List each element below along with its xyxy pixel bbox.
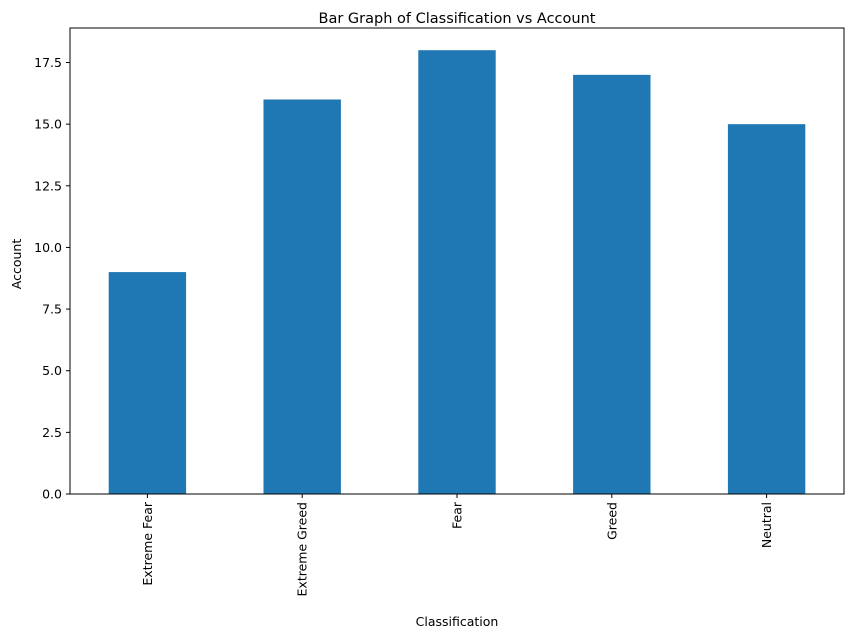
- y-tick-label: 5.0: [42, 363, 62, 378]
- bar-extreme-greed: [263, 99, 341, 494]
- y-tick-label: 10.0: [34, 240, 62, 255]
- y-tick-label: 2.5: [42, 425, 62, 440]
- y-axis: 0.0 2.5 5.0 7.5 10.0 12.5 15.0 17.5: [34, 55, 70, 502]
- chart-title: Bar Graph of Classification vs Account: [319, 11, 596, 27]
- bar-greed: [573, 74, 651, 494]
- y-tick-label: 17.5: [34, 55, 62, 70]
- x-tick-label: Extreme Fear: [140, 501, 155, 585]
- x-tick-label: Neutral: [759, 502, 774, 548]
- y-tick-label: 15.0: [34, 117, 62, 132]
- y-axis-label: Account: [9, 239, 24, 290]
- y-tick-label: 12.5: [34, 178, 62, 193]
- bar-neutral: [727, 124, 806, 495]
- bar-extreme-fear: [108, 272, 187, 494]
- x-axis-label: Classification: [416, 614, 499, 629]
- x-axis: Extreme Fear Extreme Greed Fear Greed Neutra…: [140, 494, 774, 596]
- bars-layer: [108, 50, 806, 495]
- x-tick-label: Greed: [604, 502, 619, 540]
- plot-frame: [69, 27, 845, 495]
- y-tick-label: 0.0: [42, 487, 62, 502]
- y-tick-label: 7.5: [42, 302, 62, 317]
- x-tick-label: Extreme Greed: [295, 502, 310, 596]
- bar-fear: [418, 50, 496, 494]
- x-tick-label: Fear: [450, 501, 465, 529]
